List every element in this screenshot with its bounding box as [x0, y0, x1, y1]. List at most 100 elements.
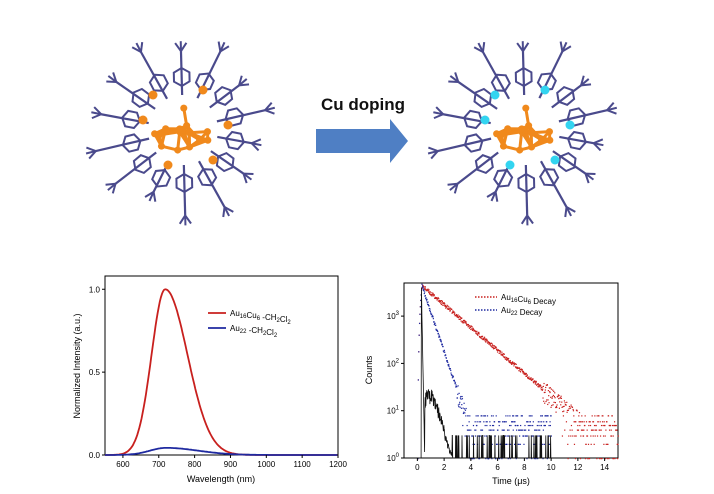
chart2-point — [519, 435, 521, 437]
chart2-point — [446, 304, 448, 306]
ligand-bond — [115, 81, 156, 110]
chart2-point — [475, 331, 477, 333]
chart2-point — [511, 361, 513, 364]
chart2-point — [550, 388, 552, 390]
chart2-point — [508, 424, 511, 427]
chart2-point — [478, 458, 481, 460]
chart2-point — [456, 386, 458, 388]
chart2-point — [532, 421, 534, 423]
chart1-xtick-label: 1100 — [294, 460, 312, 469]
chart2-point — [427, 303, 429, 306]
chart2-point — [431, 293, 433, 296]
chart2-point — [477, 332, 480, 335]
chart2-point — [459, 318, 462, 320]
chart2-point — [525, 429, 527, 431]
chart1-series-line-0 — [105, 288, 338, 456]
chart2-point — [561, 401, 563, 403]
chart1-series-line-1 — [105, 447, 338, 456]
phenyl-ring — [473, 87, 493, 109]
chart2-point — [477, 331, 479, 334]
phenyl-ring — [148, 73, 169, 92]
chart2-point — [453, 311, 455, 313]
copper-atom — [480, 115, 490, 125]
ligand-bond — [551, 84, 582, 109]
chart2-point — [512, 415, 514, 417]
chart2-point — [470, 429, 472, 431]
chart2-point — [555, 406, 557, 409]
chart2-point — [535, 382, 537, 384]
chart2-point — [419, 306, 421, 308]
chart2-point — [476, 424, 478, 427]
chart2-point — [465, 323, 468, 325]
chart2-point — [524, 373, 526, 376]
ligand-bond — [86, 146, 97, 152]
chart2-point — [522, 370, 524, 373]
chart2-point — [597, 421, 599, 423]
chart2-point — [617, 443, 619, 445]
chart2-point — [469, 326, 472, 328]
chart2-point — [550, 396, 552, 398]
chart2-point — [545, 415, 547, 417]
chart2-point — [611, 415, 613, 417]
chart2-point — [466, 429, 469, 431]
chart2-point — [446, 308, 448, 310]
chart2-point — [490, 345, 492, 347]
chart2-point — [574, 435, 576, 437]
chart2-point — [600, 424, 603, 427]
chart2-point — [479, 336, 482, 338]
chart2-point — [527, 421, 529, 423]
chart2-point — [592, 421, 594, 423]
chart2-point — [446, 360, 448, 363]
chart2-point — [537, 383, 539, 385]
chart2-point — [530, 424, 532, 427]
phenyl-ring — [151, 169, 172, 188]
chart2-point — [461, 398, 464, 400]
chart2-point — [576, 429, 579, 431]
chart2-point — [504, 435, 507, 437]
chart2-point — [445, 307, 447, 309]
chart2-point — [589, 424, 592, 427]
chart2-point — [512, 362, 514, 364]
decay-chart: 0 2 4 6 8 10 12 14 100 101 102 103 Time (μs) Count… — [364, 282, 619, 486]
chart2-point — [582, 435, 585, 437]
chart2-point — [539, 429, 541, 431]
chart2-point — [460, 317, 462, 319]
chart2-point — [610, 435, 612, 437]
chart2-point — [450, 369, 452, 372]
chart2-point — [472, 327, 474, 329]
chart2-point — [467, 323, 469, 326]
chart2-point — [437, 300, 439, 302]
chart2-point — [541, 386, 543, 388]
chart2-point — [561, 406, 563, 408]
chart2-point — [489, 344, 491, 346]
chart2-point — [535, 458, 537, 460]
ligand-bond — [93, 106, 102, 115]
chart2-point — [576, 410, 578, 412]
chart1-xtick-label: 700 — [152, 460, 166, 469]
ligand-bond — [580, 83, 592, 87]
chart2-legend-label-1: Au22 Decay — [501, 306, 542, 317]
chart2-point — [518, 370, 520, 372]
chart2-point — [516, 429, 518, 431]
gold-atom — [538, 136, 546, 144]
chart2-point — [574, 458, 577, 460]
chart2-point — [567, 409, 570, 411]
chart2-point — [432, 293, 434, 295]
chart2-point — [433, 294, 435, 297]
chart2-point — [563, 405, 565, 407]
chart2-point — [569, 429, 571, 431]
chart2-point — [434, 322, 436, 324]
chart2-point — [452, 375, 454, 377]
chart2-point — [549, 421, 551, 423]
chart2-xtick-label: 8 — [522, 463, 527, 472]
chart2-point — [534, 380, 536, 382]
gold-atom — [186, 143, 194, 151]
chart2-point — [545, 386, 547, 389]
chart2-point — [479, 421, 482, 423]
gold-atom — [208, 155, 218, 165]
chart2-point — [451, 312, 453, 314]
chart2-point — [491, 342, 493, 345]
chart2-point — [463, 319, 465, 321]
chart2-point — [556, 406, 558, 409]
chart2-point — [484, 340, 486, 342]
